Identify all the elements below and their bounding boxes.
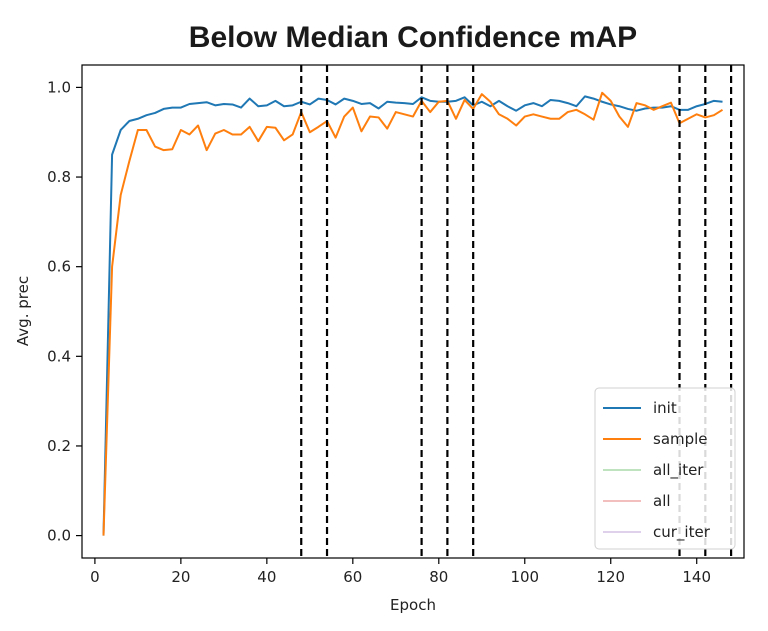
plot-area: 0 20 40 60 80 100 120 140 0.0 0.2 0.4 0.6 0.8 1.0 init…: [47, 64, 745, 586]
x-tick-label: 60: [343, 568, 362, 586]
x-tick-label: 100: [510, 568, 539, 586]
y-tick-label: 0.4: [47, 347, 71, 365]
y-tick-label: 1.0: [47, 78, 71, 96]
y-tick-label: 0.2: [47, 437, 71, 455]
series-line-init: [102, 95, 723, 536]
legend-label-init: init: [653, 399, 677, 417]
y-tick-label: 0.6: [47, 258, 71, 276]
legend-label-all-iter: all_iter: [653, 461, 704, 480]
x-tick-label: 80: [429, 568, 448, 586]
series-line-sample: [102, 91, 724, 536]
chart-title: Below Median Confidence mAP: [189, 21, 637, 54]
legend-label-cur-iter: cur_iter: [653, 523, 711, 542]
y-tick-label: 0.8: [47, 168, 71, 186]
legend-label-all: all: [653, 492, 671, 510]
x-tick-label: 40: [257, 568, 276, 586]
x-tick-label: 20: [171, 568, 190, 586]
x-axis-label: Epoch: [390, 596, 436, 614]
y-tick-label: 0.0: [47, 527, 71, 545]
x-tick-label: 140: [682, 568, 711, 586]
x-tick-label: 120: [596, 568, 625, 586]
x-tick-label: 0: [90, 568, 100, 586]
legend-box: [594, 387, 736, 550]
legend-label-sample: sample: [653, 430, 708, 448]
axes-frame: [81, 64, 745, 559]
y-axis-label: Avg. prec: [14, 276, 32, 346]
